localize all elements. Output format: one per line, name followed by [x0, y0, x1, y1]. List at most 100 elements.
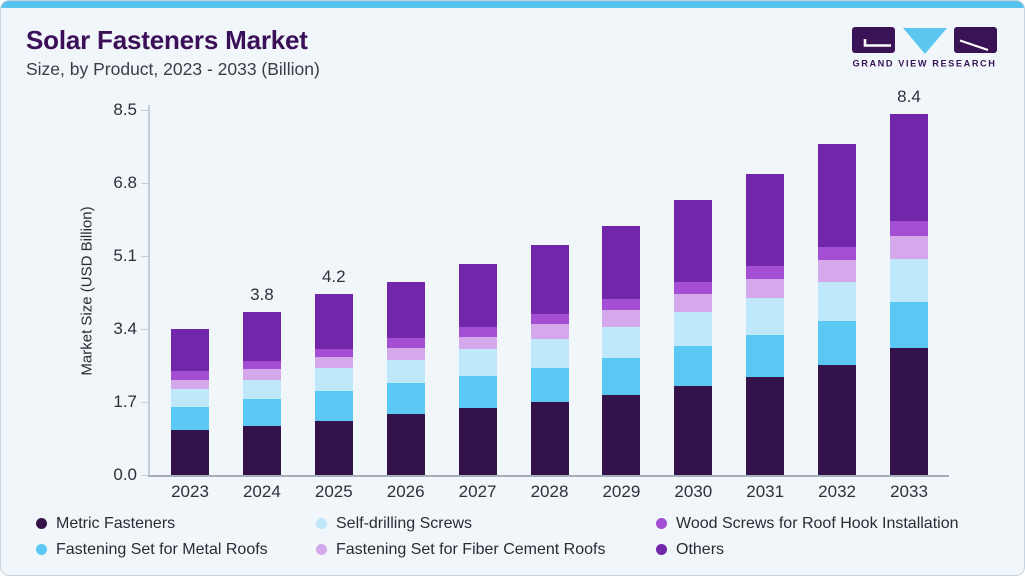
y-tick-label-5.1: 5.1	[113, 245, 137, 265]
legend-item-others: Others	[656, 538, 992, 561]
bar-2027-segment-self-drilling-screws	[458, 349, 497, 377]
x-axis-label-2025: 2025	[314, 482, 353, 501]
logo-g-mark	[863, 39, 891, 47]
x-axis-label-2032: 2032	[818, 482, 856, 501]
bar-2029-segment-metric-fasteners	[602, 394, 641, 475]
logo-v-triangle	[903, 28, 947, 54]
logo-r-block	[954, 27, 997, 53]
legend-dot-others	[656, 544, 667, 555]
bar-2032	[818, 143, 857, 475]
bar-2025-segment-wood-screws-for-roof-hook-installation	[314, 348, 353, 358]
bar-2026-segment-metric-fasteners	[386, 413, 425, 475]
x-axis-label-2026: 2026	[386, 482, 425, 501]
bar-2026	[386, 281, 425, 475]
y-tick-label-3.4: 3.4	[113, 318, 137, 338]
bar-2029-segment-fastening-set-for-metal-roofs	[602, 357, 641, 395]
bar-2025-segment-others	[314, 294, 353, 349]
legend-dot-self-drilling-screws	[316, 518, 327, 529]
bar-2023-segment-others	[171, 328, 209, 371]
logo-r-mark	[959, 39, 989, 52]
y-tick-label-1.7: 1.7	[113, 391, 137, 411]
bar-2031	[746, 174, 785, 475]
bar-2033-segment-others	[890, 113, 928, 221]
bar-2023	[171, 328, 209, 475]
bar-2031-segment-metric-fasteners	[746, 376, 785, 475]
legend-label-fastening-set-for-metal-roofs: Fastening Set for Metal Roofs	[56, 540, 268, 558]
bar-2023-segment-wood-screws-for-roof-hook-installation	[171, 370, 209, 380]
bar-2032-segment-others	[818, 143, 857, 247]
brand-name: GRAND VIEW RESEARCH	[853, 59, 997, 69]
bar-2024-segment-self-drilling-screws	[242, 379, 281, 400]
bar-2023-segment-fastening-set-for-metal-roofs	[171, 407, 209, 430]
x-axis-line	[148, 475, 949, 477]
x-axis-label-2027: 2027	[458, 482, 497, 501]
page-title: Solar Fasteners Market	[26, 25, 308, 55]
bar-2033-segment-self-drilling-screws	[890, 258, 928, 303]
bar-2027-segment-others	[458, 264, 497, 327]
page-subtitle: Size, by Product, 2023 - 2033 (Billion)	[26, 59, 320, 79]
bar-2025	[314, 294, 353, 475]
bar-2026-segment-fastening-set-for-fiber-cement-roofs	[386, 347, 425, 360]
bar-2032-segment-wood-screws-for-roof-hook-installation	[818, 246, 857, 261]
bar-2024-segment-wood-screws-for-roof-hook-installation	[242, 360, 281, 370]
bar-2028-segment-fastening-set-for-metal-roofs	[530, 367, 569, 402]
legend-dot-wood-screws-for-roof-hook-installation	[656, 518, 667, 529]
bar-2025-segment-fastening-set-for-fiber-cement-roofs	[314, 357, 353, 368]
bar-2030-segment-self-drilling-screws	[674, 312, 713, 346]
bar-2023-segment-metric-fasteners	[171, 429, 209, 475]
bar-2024	[242, 311, 281, 475]
bar-2031-segment-fastening-set-for-fiber-cement-roofs	[746, 278, 785, 299]
bar-2029-segment-wood-screws-for-roof-hook-installation	[602, 299, 641, 310]
bar-value-label-2025: 4.2	[321, 267, 346, 287]
bar-2024-segment-fastening-set-for-fiber-cement-roofs	[242, 369, 281, 380]
bar-2024-segment-metric-fasteners	[242, 426, 281, 475]
y-tick-mark	[141, 182, 148, 184]
bar-2030-segment-wood-screws-for-roof-hook-installation	[674, 282, 713, 294]
bar-2028-segment-others	[530, 244, 569, 314]
bar-2031-segment-others	[746, 174, 785, 267]
chart-legend: Metric Fasteners Self-drilling Screws Wood…	[36, 512, 992, 561]
bar-2025-segment-metric-fasteners	[314, 421, 353, 475]
bar-2029	[602, 225, 641, 475]
bar-2030-segment-others	[674, 199, 713, 283]
x-axis-label-2023: 2023	[171, 482, 209, 501]
legend-label-metric-fasteners: Metric Fasteners	[56, 514, 176, 532]
bar-2027-segment-metric-fasteners	[458, 408, 497, 475]
bar-2033-segment-wood-screws-for-roof-hook-installation	[890, 220, 928, 236]
y-tick-label-8.5: 8.5	[113, 99, 137, 119]
bar-2026-segment-self-drilling-screws	[386, 359, 425, 384]
bar-value-label-2033: 8.4	[897, 86, 921, 106]
legend-label-wood-screws-for-roof-hook-installation: Wood Screws for Roof Hook Installation	[676, 514, 959, 532]
brand-logo: GRAND VIEW RESEARCH	[852, 27, 997, 69]
y-tick-mark	[141, 401, 148, 403]
x-axis-label-2030: 2030	[674, 482, 713, 501]
y-tick-mark	[141, 109, 148, 111]
legend-item-self-drilling-screws: Self-drilling Screws	[316, 512, 656, 535]
bar-2023-segment-fastening-set-for-fiber-cement-roofs	[171, 379, 209, 389]
y-tick-mark	[141, 475, 148, 476]
y-tick-mark	[141, 255, 148, 257]
bar-2027-segment-wood-screws-for-roof-hook-installation	[458, 326, 497, 337]
bar-2027-segment-fastening-set-for-fiber-cement-roofs	[458, 336, 497, 350]
bar-2031-segment-wood-screws-for-roof-hook-installation	[746, 266, 785, 279]
bar-2032-segment-self-drilling-screws	[818, 281, 857, 322]
logo-g-block	[852, 27, 895, 53]
y-tick-label-0.0: 0.0	[113, 465, 137, 484]
bar-2025-segment-fastening-set-for-metal-roofs	[314, 391, 353, 422]
legend-dot-fastening-set-for-fiber-cement-roofs	[316, 544, 327, 555]
bar-2030-segment-fastening-set-for-fiber-cement-roofs	[674, 293, 713, 313]
legend-label-others: Others	[676, 540, 725, 558]
bar-2028-segment-fastening-set-for-fiber-cement-roofs	[530, 323, 569, 340]
bar-2033-segment-fastening-set-for-metal-roofs	[890, 302, 928, 349]
y-axis-line	[148, 105, 150, 475]
bar-2024-segment-fastening-set-for-metal-roofs	[242, 399, 281, 427]
bar-2032-segment-fastening-set-for-metal-roofs	[818, 321, 857, 366]
bar-2027	[458, 264, 497, 475]
y-tick-mark	[141, 328, 148, 330]
bar-2026-segment-fastening-set-for-metal-roofs	[386, 383, 425, 414]
bar-2024-segment-others	[242, 311, 281, 361]
bar-2031-segment-self-drilling-screws	[746, 298, 785, 335]
bar-2023-segment-self-drilling-screws	[171, 389, 209, 408]
legend-dot-metric-fasteners	[36, 518, 47, 529]
